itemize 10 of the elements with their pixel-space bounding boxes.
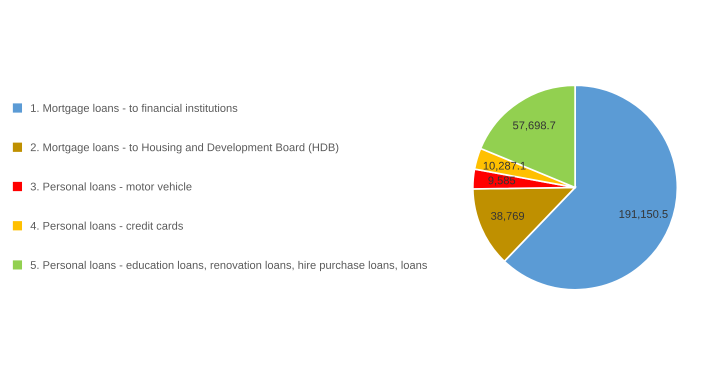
- legend-label: 5. Personal loans - education loans, renovation loans, hire purchase loans, loans: [30, 260, 427, 272]
- legend-label: 3. Personal loans - motor vehicle: [30, 182, 192, 190]
- data-label: 10,287.1: [484, 162, 526, 171]
- legend-label: 2. Mortgage loans - to Housing and Development Board (HDB): [30, 143, 338, 154]
- legend-label: 4. Personal loans - credit cards: [30, 222, 183, 230]
- data-label: 191,150.5: [620, 210, 668, 220]
- data-label: 57,698.7: [512, 121, 556, 131]
- data-label: 38,769: [491, 212, 524, 222]
- data-label: 9,585: [488, 176, 516, 186]
- legend-label: 1. Mortgage loans - to financial institutions: [31, 104, 238, 114]
